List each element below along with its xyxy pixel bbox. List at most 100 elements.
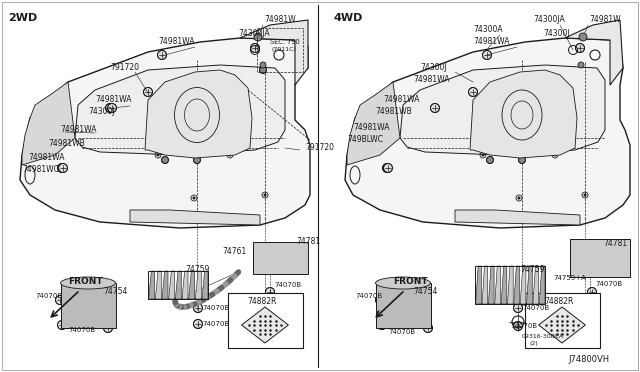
Polygon shape	[488, 266, 494, 304]
Ellipse shape	[61, 277, 115, 289]
Polygon shape	[148, 271, 155, 299]
Text: FRONT: FRONT	[393, 278, 428, 286]
Circle shape	[468, 87, 477, 96]
Circle shape	[250, 44, 259, 52]
Polygon shape	[470, 70, 577, 158]
Circle shape	[260, 62, 266, 68]
Ellipse shape	[376, 277, 431, 289]
Text: 74759: 74759	[185, 266, 209, 275]
Text: 74981W: 74981W	[589, 16, 621, 25]
Circle shape	[584, 194, 586, 196]
Text: 74981WA: 74981WA	[158, 38, 195, 46]
Text: 74981WA: 74981WA	[473, 38, 509, 46]
Text: 74300J: 74300J	[420, 62, 447, 71]
Text: 2WD: 2WD	[8, 13, 37, 23]
Bar	[475, 266, 545, 304]
Text: 74300J: 74300J	[88, 108, 115, 116]
Text: 74300J: 74300J	[543, 29, 570, 38]
Polygon shape	[532, 266, 539, 304]
Polygon shape	[195, 271, 202, 299]
Text: 74070B: 74070B	[274, 282, 301, 288]
Polygon shape	[539, 266, 545, 304]
Text: 74781: 74781	[296, 237, 320, 247]
Polygon shape	[347, 82, 400, 165]
Circle shape	[513, 321, 522, 330]
Text: 74981WC: 74981WC	[22, 166, 59, 174]
Polygon shape	[500, 266, 507, 304]
Circle shape	[431, 103, 440, 112]
Text: 74070B: 74070B	[68, 327, 95, 333]
Circle shape	[108, 103, 116, 112]
Polygon shape	[455, 210, 580, 225]
Text: 74759: 74759	[520, 266, 545, 275]
Polygon shape	[155, 271, 161, 299]
Text: 791720: 791720	[305, 144, 334, 153]
Circle shape	[104, 324, 113, 333]
Polygon shape	[539, 307, 586, 343]
Polygon shape	[526, 266, 532, 304]
Text: 74981WA: 74981WA	[28, 154, 65, 163]
Text: 74759+A: 74759+A	[553, 275, 586, 281]
Text: 74070B: 74070B	[522, 305, 549, 311]
Circle shape	[383, 164, 392, 173]
Polygon shape	[475, 266, 481, 304]
Text: 74070B: 74070B	[595, 281, 622, 287]
Circle shape	[554, 154, 556, 156]
Circle shape	[274, 50, 284, 60]
Text: 74761: 74761	[222, 247, 246, 257]
Text: 74882R: 74882R	[544, 296, 573, 305]
Circle shape	[56, 295, 65, 305]
Text: 74300JA: 74300JA	[533, 16, 564, 25]
Text: 74070B: 74070B	[202, 305, 229, 311]
Circle shape	[193, 197, 195, 199]
Circle shape	[513, 304, 522, 312]
Text: 74300JA: 74300JA	[238, 29, 269, 38]
Circle shape	[264, 194, 266, 196]
Bar	[525, 293, 600, 348]
Polygon shape	[494, 266, 500, 304]
Text: 74070B: 74070B	[202, 321, 229, 327]
Text: 74981WB: 74981WB	[375, 108, 412, 116]
Text: 74981WB: 74981WB	[48, 138, 84, 148]
Circle shape	[193, 304, 202, 312]
Text: 74070B: 74070B	[510, 323, 537, 329]
Circle shape	[254, 33, 262, 41]
Circle shape	[229, 154, 231, 156]
Polygon shape	[168, 271, 175, 299]
Polygon shape	[507, 266, 513, 304]
Circle shape	[157, 51, 166, 60]
Circle shape	[58, 164, 67, 173]
Polygon shape	[161, 271, 168, 299]
Circle shape	[486, 157, 493, 164]
Text: 74754: 74754	[103, 288, 127, 296]
Text: 74981WA: 74981WA	[95, 96, 131, 105]
Polygon shape	[565, 20, 623, 85]
Polygon shape	[345, 38, 630, 228]
Circle shape	[518, 157, 525, 164]
Circle shape	[376, 295, 385, 305]
Circle shape	[143, 87, 152, 96]
Circle shape	[106, 103, 115, 112]
Text: 4WD: 4WD	[333, 13, 362, 23]
Text: 74981W: 74981W	[264, 16, 296, 25]
Circle shape	[482, 154, 484, 156]
Text: 74070B: 74070B	[355, 293, 382, 299]
Polygon shape	[188, 271, 195, 299]
Bar	[228, 293, 303, 348]
Bar	[570, 239, 630, 277]
Polygon shape	[481, 266, 488, 304]
Polygon shape	[20, 38, 310, 228]
Circle shape	[161, 157, 168, 164]
Text: 74981WA: 74981WA	[413, 76, 449, 84]
Circle shape	[193, 157, 200, 164]
Circle shape	[578, 62, 584, 68]
Circle shape	[58, 321, 67, 330]
Bar	[376, 283, 431, 328]
Circle shape	[483, 51, 492, 60]
Circle shape	[266, 288, 275, 296]
Text: (7911C): (7911C)	[272, 48, 297, 52]
Circle shape	[383, 164, 392, 173]
Polygon shape	[202, 271, 208, 299]
Polygon shape	[181, 271, 188, 299]
Text: 09316-30BEA: 09316-30BEA	[522, 334, 564, 339]
